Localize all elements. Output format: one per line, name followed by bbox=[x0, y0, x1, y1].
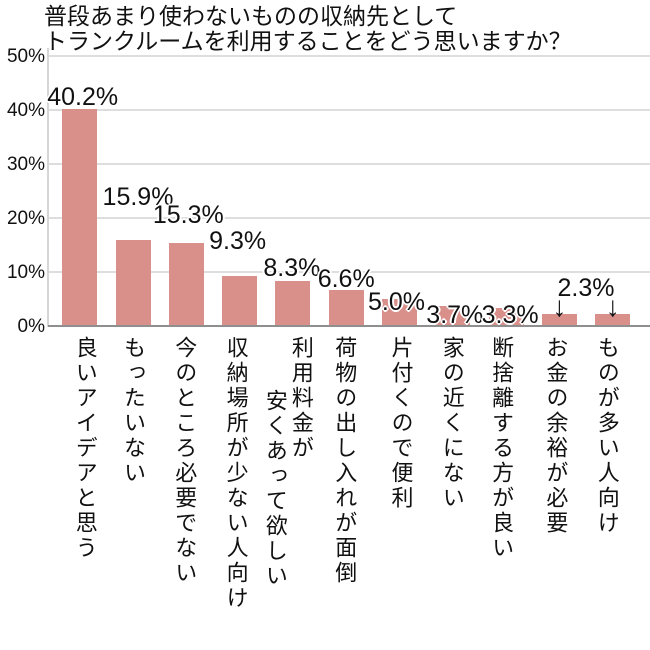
shared-value-label: 2.3% bbox=[557, 274, 615, 302]
x-axis-baseline bbox=[48, 325, 650, 327]
gridline bbox=[48, 109, 650, 111]
category-label-line: 収納場所が少ない人向け bbox=[223, 336, 249, 611]
x-axis-category-label: 利用料金が 安くあって欲しい bbox=[262, 336, 314, 589]
down-arrow-icon: ↓ bbox=[605, 291, 620, 322]
bar bbox=[435, 306, 471, 326]
bar bbox=[382, 299, 417, 326]
bar bbox=[222, 275, 258, 326]
bar bbox=[62, 108, 98, 326]
value-label: 9.3% bbox=[209, 226, 267, 255]
x-axis-category-label: 良いアイデアと思う bbox=[72, 336, 98, 561]
bar bbox=[168, 243, 204, 326]
down-arrow-icon: ↓ bbox=[552, 291, 567, 322]
value-label: 15.9% bbox=[102, 183, 174, 212]
category-label-line: 利用料金が bbox=[288, 336, 314, 461]
value-label: 3.3% bbox=[481, 301, 539, 330]
gridline bbox=[48, 217, 650, 219]
category-label-line: ものが多い人向け bbox=[594, 336, 620, 536]
y-axis-tick-label: 0% bbox=[17, 316, 45, 337]
x-axis-category-label: 断捨離する方が良い bbox=[488, 336, 514, 561]
bar bbox=[115, 240, 151, 326]
x-axis-category-label: 家の近くにない bbox=[439, 336, 465, 511]
category-label-line: 今のところ必要でない bbox=[172, 336, 198, 586]
bar bbox=[488, 308, 524, 326]
y-axis-tick-label: 50% bbox=[6, 46, 45, 67]
category-label-line: 片付くので便利 bbox=[388, 336, 414, 511]
y-axis-tick-label: 40% bbox=[6, 100, 45, 121]
category-label-line: 家の近くにない bbox=[439, 336, 465, 511]
x-axis-category-label: 荷物の出し入れが面倒 bbox=[331, 336, 357, 586]
category-label-line: お金の余裕が必要 bbox=[543, 336, 569, 536]
x-axis-category-label: 片付くので便利 bbox=[388, 336, 414, 511]
chart-title: 普段あまり使わないものの収納先として トランクルームを利用することをどう思います… bbox=[44, 4, 572, 54]
x-axis-category-label: 収納場所が少ない人向け bbox=[223, 336, 249, 611]
value-label: 6.6% bbox=[317, 265, 375, 294]
y-axis-tick-label: 30% bbox=[6, 154, 45, 175]
category-label-line: 荷物の出し入れが面倒 bbox=[332, 336, 358, 586]
gridline bbox=[48, 271, 650, 273]
bar bbox=[541, 313, 577, 326]
chart-title-line1: 普段あまり使わないものの収納先として bbox=[44, 3, 458, 29]
value-label: 40.2% bbox=[47, 82, 119, 111]
bar bbox=[328, 290, 364, 326]
gridline bbox=[48, 163, 650, 165]
value-label: 8.3% bbox=[263, 254, 321, 283]
category-label-line: 良いアイデアと思う bbox=[72, 336, 98, 561]
category-label-line: もったいない bbox=[121, 336, 146, 486]
value-label: 15.3% bbox=[152, 201, 224, 230]
value-label: 3.7% bbox=[426, 301, 484, 330]
bar bbox=[275, 281, 311, 326]
chart-title-line2: トランクルームを利用することをどう思いますか？ bbox=[44, 28, 572, 54]
x-axis-category-label: もったいない bbox=[120, 336, 146, 486]
gridline bbox=[48, 55, 650, 57]
y-axis-tick-label: 20% bbox=[6, 208, 45, 229]
bar bbox=[595, 313, 631, 326]
x-axis-category-label: お金の余裕が必要 bbox=[542, 336, 568, 536]
y-axis-line bbox=[47, 48, 49, 327]
x-axis-category-label: ものが多い人向け bbox=[594, 336, 620, 536]
category-label-line: 安くあって欲しい bbox=[262, 389, 288, 589]
y-axis-tick-label: 10% bbox=[6, 262, 45, 283]
category-label-line: 断捨離する方が良い bbox=[489, 336, 515, 561]
x-axis-category-label: 今のところ必要でない bbox=[171, 336, 197, 586]
value-label: 5.0% bbox=[368, 288, 425, 316]
